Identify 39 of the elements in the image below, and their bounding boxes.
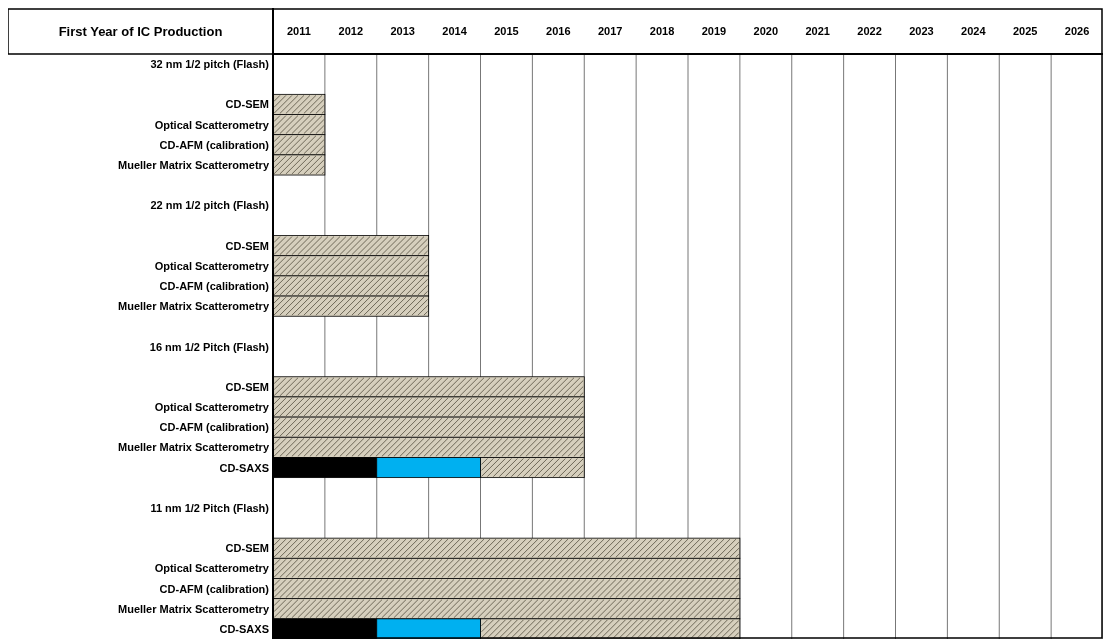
x-tick-label: 2012	[338, 25, 364, 37]
x-tick-label: 2015	[494, 25, 519, 37]
y-tick-label: 16 nm 1/2 Pitch (Flash)	[149, 340, 270, 353]
x-tick-label: 2018	[649, 25, 675, 37]
x-tick-label: 2011	[287, 25, 311, 37]
x-tick-label: 2014	[442, 25, 468, 37]
x-tick-label: 2026	[1064, 25, 1090, 37]
y-tick-label: Optical Scatterometry	[154, 562, 270, 575]
x-tick-label: 2022	[857, 25, 882, 37]
y-tick-label: CD-AFM (calibration)	[159, 421, 270, 434]
y-tick-label: Mueller Matrix Scatterometry	[118, 602, 270, 615]
x-tick-label: 2025	[1012, 25, 1038, 37]
x-tick-label: 2023	[909, 25, 934, 37]
y-tick-label: 11 nm 1/2 Pitch (Flash)	[150, 501, 270, 514]
y-tick-label: CD-AFM (calibration)	[159, 138, 270, 151]
y-tick-label: Mueller Matrix Scatterometry	[118, 300, 270, 313]
y-tick-label: CD-SAXS	[219, 622, 269, 635]
x-tick-label: 2021	[805, 25, 830, 37]
y-tick-label: Mueller Matrix Scatterometry	[118, 441, 270, 454]
x-tick-label: 2017	[597, 25, 623, 37]
y-tick-label: 32 nm 1/2 pitch (Flash)	[150, 58, 270, 71]
x-tick-label: 2024	[961, 25, 987, 37]
y-tick-label: CD-SEM	[225, 380, 269, 393]
y-tick-label: Optical Scatterometry	[154, 259, 270, 272]
x-tick-label: 2013	[390, 25, 415, 37]
y-tick-label: Optical Scatterometry	[154, 118, 270, 131]
y-tick-label: CD-AFM (calibration)	[159, 279, 270, 292]
x-tick-label: 2016	[546, 25, 571, 37]
x-tick-label: 2019	[701, 25, 727, 37]
y-tick-label: 22 nm 1/2 pitch (Flash)	[150, 199, 270, 212]
y-tick-label: CD-AFM (calibration)	[159, 582, 270, 595]
x-tick-label: 2020	[753, 25, 779, 37]
y-tick-label: CD-SEM	[225, 239, 269, 252]
y-tick-label: CD-SEM	[225, 542, 269, 555]
y-tick-label: Optical Scatterometry	[154, 401, 270, 414]
y-tick-label: CD-SEM	[225, 98, 269, 111]
x-axis-title: First Year of IC Production	[58, 23, 223, 39]
y-tick-label: Mueller Matrix Scatterometry	[118, 158, 270, 171]
y-tick-label: CD-SAXS	[219, 461, 269, 474]
